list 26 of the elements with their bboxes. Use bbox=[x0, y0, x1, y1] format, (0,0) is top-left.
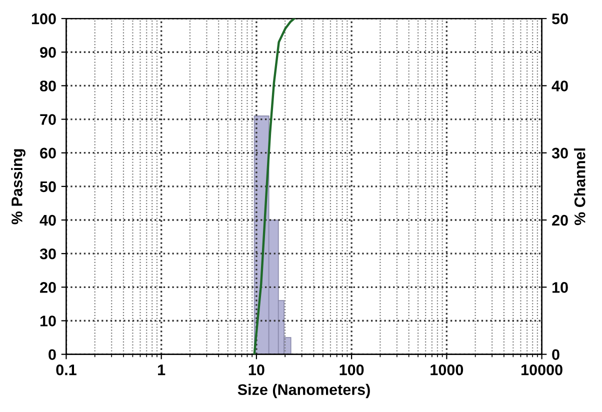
x-axis-title: Size (Nanometers) bbox=[238, 384, 370, 398]
x-tick-label: 100 bbox=[340, 364, 364, 376]
y-tick-label: 40 bbox=[40, 214, 56, 226]
y-tick-label: 100 bbox=[32, 13, 56, 24]
x-tick-label: 0.1 bbox=[56, 364, 76, 376]
x-tick-label: 1000 bbox=[430, 364, 464, 376]
y-tick-label: 10 bbox=[40, 316, 56, 326]
y2-tick-label: 0 bbox=[552, 349, 560, 360]
y-tick-label: 90 bbox=[40, 46, 56, 58]
y2-tick-label: 40 bbox=[552, 80, 568, 92]
y2-tick-label: 30 bbox=[552, 148, 568, 159]
x-tick-label: 10 bbox=[248, 364, 264, 376]
y2-tick-label: 10 bbox=[552, 282, 568, 293]
x-tick-label: 10000 bbox=[522, 364, 562, 376]
y-tick-label: 0 bbox=[48, 349, 56, 360]
x-tick-label: 1 bbox=[158, 364, 166, 376]
y-tick-label: 20 bbox=[40, 282, 56, 293]
y2-tick-label: 50 bbox=[552, 13, 568, 24]
y-axis-title: % Passing bbox=[11, 149, 26, 224]
y-tick-label: 30 bbox=[40, 248, 56, 260]
y-tick-label: 60 bbox=[40, 148, 56, 159]
y-tick-label: 80 bbox=[40, 80, 56, 92]
y-tick-label: 50 bbox=[40, 181, 56, 192]
y2-tick-label: 20 bbox=[552, 214, 568, 226]
y2-axis-title: % Channel bbox=[574, 148, 586, 226]
y-tick-label: 70 bbox=[40, 114, 56, 125]
